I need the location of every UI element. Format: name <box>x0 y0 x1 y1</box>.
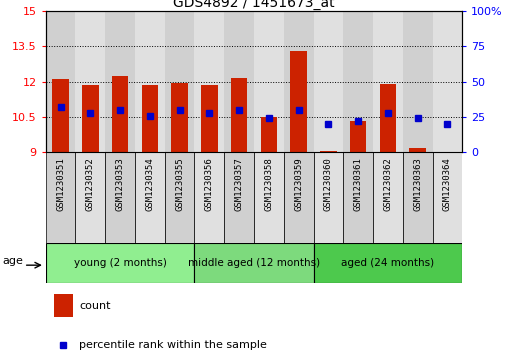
Bar <box>76 11 105 152</box>
Bar <box>201 85 217 152</box>
Text: GSM1230355: GSM1230355 <box>175 157 184 211</box>
Text: GSM1230358: GSM1230358 <box>264 157 273 211</box>
Text: GSM1230353: GSM1230353 <box>116 157 124 211</box>
Bar <box>379 84 396 152</box>
Bar <box>254 152 284 243</box>
Bar <box>291 51 307 152</box>
Text: aged (24 months): aged (24 months) <box>341 258 434 268</box>
Bar <box>432 11 462 152</box>
Bar <box>320 151 337 152</box>
Text: age: age <box>2 256 23 266</box>
Bar <box>142 85 158 152</box>
Text: GSM1230356: GSM1230356 <box>205 157 214 211</box>
Bar <box>343 11 373 152</box>
Bar <box>171 83 188 152</box>
Bar <box>224 152 254 243</box>
Bar <box>195 152 224 243</box>
Bar <box>373 152 403 243</box>
Text: GSM1230354: GSM1230354 <box>145 157 154 211</box>
Bar <box>165 11 195 152</box>
Title: GDS4892 / 1451673_at: GDS4892 / 1451673_at <box>173 0 335 10</box>
Bar <box>135 152 165 243</box>
Bar <box>432 152 462 243</box>
Text: middle aged (12 months): middle aged (12 months) <box>188 258 320 268</box>
Text: young (2 months): young (2 months) <box>74 258 167 268</box>
Text: GSM1230361: GSM1230361 <box>354 157 363 211</box>
Bar <box>284 152 313 243</box>
Bar <box>231 78 247 152</box>
Bar <box>284 11 313 152</box>
Text: GSM1230362: GSM1230362 <box>384 157 392 211</box>
Text: GSM1230363: GSM1230363 <box>413 157 422 211</box>
Bar <box>403 152 432 243</box>
Bar <box>313 152 343 243</box>
Bar <box>224 11 254 152</box>
Text: count: count <box>79 301 111 310</box>
Bar <box>409 148 426 152</box>
Bar <box>313 243 462 283</box>
Bar <box>105 152 135 243</box>
Bar <box>350 121 366 152</box>
Bar <box>373 11 403 152</box>
Bar <box>254 11 284 152</box>
Text: GSM1230364: GSM1230364 <box>443 157 452 211</box>
Bar <box>195 243 313 283</box>
Bar <box>135 11 165 152</box>
Text: percentile rank within the sample: percentile rank within the sample <box>79 340 267 350</box>
Bar <box>313 11 343 152</box>
Text: GSM1230360: GSM1230360 <box>324 157 333 211</box>
Text: GSM1230359: GSM1230359 <box>294 157 303 211</box>
Bar <box>343 152 373 243</box>
Bar <box>76 152 105 243</box>
Bar <box>195 11 224 152</box>
Bar <box>54 294 73 317</box>
Bar <box>46 243 195 283</box>
Bar <box>52 79 69 152</box>
Bar <box>112 76 129 152</box>
Text: GSM1230352: GSM1230352 <box>86 157 95 211</box>
Bar <box>46 11 76 152</box>
Bar <box>165 152 195 243</box>
Text: GSM1230351: GSM1230351 <box>56 157 65 211</box>
Bar <box>105 11 135 152</box>
Bar <box>403 11 432 152</box>
Bar <box>46 152 76 243</box>
Bar <box>82 85 99 152</box>
Bar <box>261 117 277 152</box>
Text: GSM1230357: GSM1230357 <box>235 157 244 211</box>
